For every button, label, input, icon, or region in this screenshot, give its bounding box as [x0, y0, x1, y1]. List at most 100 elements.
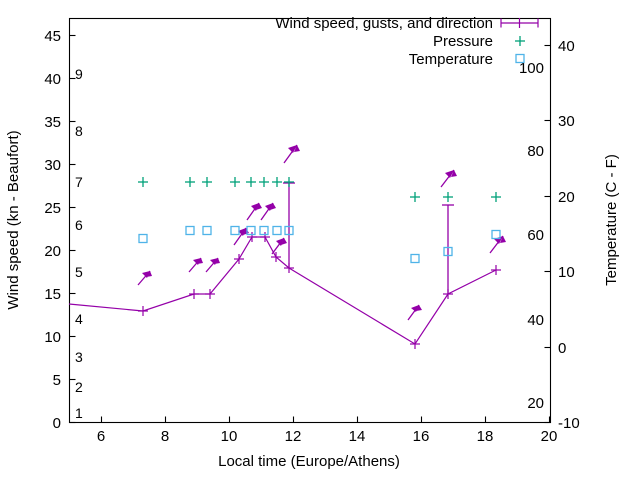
temperature-point: [185, 225, 195, 236]
wind-direction-barbs: [137, 144, 506, 321]
gust-bar-item: [283, 182, 295, 268]
fahrenheit-scale-labels: 20 40 60 80 100: [519, 60, 544, 412]
y2tick-minus10: -10: [558, 415, 580, 432]
ytick-45: 45: [44, 28, 61, 45]
wind-barb: [440, 169, 457, 188]
fahrenheit-60: 60: [527, 227, 544, 244]
y2tick-20: 20: [558, 189, 575, 206]
gust-bar-item: [442, 204, 454, 294]
x-axis-title: Local time (Europe/Athens): [218, 453, 400, 470]
xtick-8: 8: [161, 428, 169, 445]
wind-barb: [283, 144, 300, 164]
xtick-14: 14: [349, 428, 366, 445]
legend-swatch-temperature: [515, 53, 525, 64]
pressure-point: [202, 177, 212, 187]
beaufort-2: 2: [75, 379, 83, 395]
fahrenheit-40: 40: [527, 312, 544, 329]
legend-label-pressure: Pressure: [433, 33, 493, 50]
beaufort-4: 4: [75, 311, 83, 327]
wind-barb: [407, 304, 422, 321]
beaufort-5: 5: [75, 264, 83, 280]
wind-marker-point: [234, 254, 244, 264]
legend-label-wind: Wind speed, gusts, and direction: [275, 15, 493, 32]
legend-swatch-pressure: [515, 36, 525, 46]
temperature-point: [138, 233, 148, 244]
wind-marker-point: [138, 306, 148, 316]
x-axis-tick-labels: 6 8 10 12 14 16 18 20: [97, 428, 558, 445]
y2tick-40: 40: [558, 38, 575, 55]
pressure-point: [410, 192, 420, 202]
y-axis-left-tick-labels: 0 5 10 15 20 25 30 35 40 45: [44, 28, 61, 432]
pressure-point: [443, 192, 453, 202]
pressure-point: [230, 177, 240, 187]
y-axis-left-ticks: [69, 34, 76, 424]
wind-barb: [489, 235, 506, 254]
temperature-point: [202, 225, 212, 236]
temperature-point: [259, 225, 269, 236]
temperature-point: [246, 225, 256, 236]
temperature-point: [272, 225, 282, 236]
wind-marker-point: [189, 289, 199, 299]
legend-swatch-wind: [500, 18, 539, 28]
legend-label-temperature: Temperature: [409, 51, 493, 68]
y-axis-right-ticks: [544, 44, 551, 424]
pressure-point: [272, 177, 282, 187]
ytick-20: 20: [44, 243, 61, 260]
ytick-5: 5: [53, 372, 61, 389]
pressure-point: [491, 192, 501, 202]
wind-marker-point: [410, 339, 420, 349]
wind-marker-point: [491, 265, 501, 275]
beaufort-7: 7: [75, 174, 83, 190]
y2tick-0: 0: [558, 340, 566, 357]
wind-barb: [205, 257, 220, 273]
beaufort-9: 9: [75, 66, 83, 82]
ytick-15: 15: [44, 286, 61, 303]
xtick-6: 6: [97, 428, 105, 445]
y2tick-30: 30: [558, 113, 575, 130]
wind-marker-point: [271, 252, 281, 262]
pressure-point: [138, 177, 148, 187]
xtick-16: 16: [413, 428, 430, 445]
pressure-point: [284, 177, 294, 187]
xtick-20: 20: [541, 428, 558, 445]
fahrenheit-100: 100: [519, 60, 544, 77]
pressure-point: [185, 177, 195, 187]
wind-barb: [246, 202, 262, 221]
y2tick-10: 10: [558, 264, 575, 281]
beaufort-6: 6: [75, 217, 83, 233]
pressure-point: [259, 177, 269, 187]
wind-marker-point: [247, 232, 257, 242]
gust-bars: [283, 182, 454, 294]
y-axis-right-title: Temperature (C - F): [603, 154, 620, 286]
ytick-25: 25: [44, 200, 61, 217]
temperature-point: [230, 225, 240, 236]
wind-barb: [137, 270, 152, 286]
ytick-40: 40: [44, 71, 61, 88]
y-axis-right-tick-labels: -10 0 10 20 30 40: [558, 38, 580, 432]
ytick-30: 30: [44, 157, 61, 174]
fahrenheit-20: 20: [527, 395, 544, 412]
wind-speed-line: [68, 236, 497, 345]
temperature-point: [410, 253, 420, 264]
beaufort-1: 1: [75, 405, 83, 421]
wind-barb: [271, 237, 287, 255]
temperature-markers: [138, 225, 501, 264]
xtick-10: 10: [221, 428, 238, 445]
wind-marker-point: [205, 289, 215, 299]
temperature-point: [443, 246, 453, 257]
wind-barb: [188, 257, 203, 273]
x-axis-ticks: [100, 416, 551, 423]
plot-frame: [68, 17, 552, 424]
wind-marker-point: [260, 232, 270, 242]
legend: Wind speed, gusts, and direction Pressur…: [275, 15, 539, 68]
ytick-10: 10: [44, 329, 61, 346]
wind-barb: [260, 202, 276, 221]
beaufort-8: 8: [75, 123, 83, 139]
ytick-0: 0: [53, 415, 61, 432]
fahrenheit-80: 80: [527, 143, 544, 160]
beaufort-scale-labels: 1 2 3 4 5 6 7 8 9: [75, 66, 83, 421]
pressure-markers: [138, 177, 501, 202]
wind-speed-markers: [138, 232, 501, 349]
